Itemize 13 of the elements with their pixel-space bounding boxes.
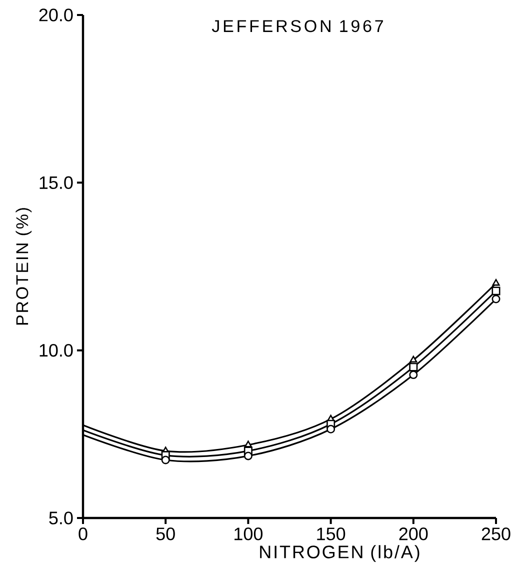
x-tick-label: 150 bbox=[317, 528, 346, 540]
x-tick-label: 50 bbox=[156, 528, 175, 540]
x-tick-label: 100 bbox=[234, 528, 263, 540]
x-tick-label: 0 bbox=[78, 528, 88, 540]
x-tick-label: 200 bbox=[399, 528, 428, 540]
chart-title: JEFFERSON 1967 bbox=[212, 20, 383, 32]
x-axis-title: NITROGEN (lb/A) bbox=[260, 545, 420, 562]
x-tick-label: 250 bbox=[482, 528, 510, 540]
y-tick-label: 10.0 bbox=[40, 344, 73, 357]
y-axis-title: PROTEIN (%) bbox=[16, 208, 32, 325]
y-tick-label: 15.0 bbox=[40, 176, 73, 190]
y-tick-label: 20.0 bbox=[39, 8, 73, 22]
y-tick-label: 5.0 bbox=[49, 512, 73, 524]
